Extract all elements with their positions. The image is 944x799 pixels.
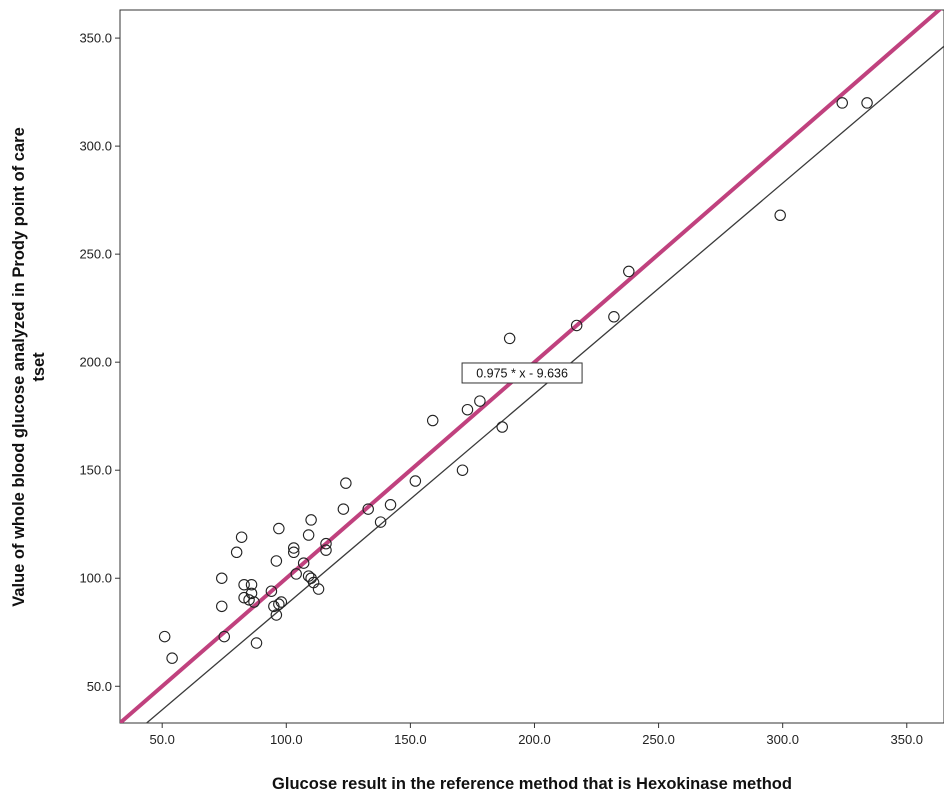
data-point <box>426 414 439 427</box>
data-point <box>320 537 332 550</box>
y-tick-label: 50.0 <box>87 679 112 694</box>
fit-equation-annotation: 0.975 * x - 9.636 <box>461 362 583 384</box>
data-point <box>608 311 620 323</box>
data-point <box>305 514 317 526</box>
data-point <box>270 609 283 621</box>
data-point <box>287 542 300 554</box>
data-point <box>302 529 315 541</box>
data-point <box>570 319 583 332</box>
x-tick-label: 100.0 <box>270 732 303 747</box>
data-point <box>836 97 848 109</box>
data-point <box>374 516 387 528</box>
data-point <box>245 587 258 600</box>
y-axis: 50.0 100.0 150.0 200.0 250.0 300.0 350.0 <box>79 31 120 694</box>
x-tick-label: 200.0 <box>518 732 551 747</box>
y-axis-title-line2: tset <box>30 352 48 382</box>
data-point <box>216 572 228 584</box>
y-tick-label: 100.0 <box>79 571 112 586</box>
data-point <box>496 421 508 433</box>
data-point <box>158 630 171 643</box>
x-tick-label: 50.0 <box>150 732 175 747</box>
data-point <box>250 637 263 649</box>
data-point <box>861 97 873 109</box>
x-axis: 50.0 100.0 150.0 200.0 250.0 300.0 350.0 <box>150 723 923 747</box>
annotation-text: 0.975 * x - 9.636 <box>476 366 568 380</box>
data-point <box>275 596 288 608</box>
data-point <box>337 503 350 515</box>
data-point <box>409 475 422 487</box>
data-point <box>384 499 397 511</box>
data-point <box>297 557 310 569</box>
y-axis-title: Value of whole blood glucose analyzed in… <box>10 127 28 607</box>
data-point <box>273 598 285 610</box>
data-point <box>320 544 332 556</box>
data-point <box>265 585 278 597</box>
x-axis-title: Glucose result in the reference method t… <box>272 775 792 793</box>
y-tick-label: 300.0 <box>79 139 112 154</box>
data-point <box>340 477 352 489</box>
data-point <box>235 531 248 543</box>
data-point <box>218 630 230 643</box>
x-tick-label: 350.0 <box>890 732 923 747</box>
data-point <box>474 395 486 407</box>
data-point <box>362 503 374 515</box>
y-tick-label: 150.0 <box>79 463 112 478</box>
x-tick-label: 250.0 <box>642 732 675 747</box>
data-point <box>216 600 228 613</box>
data-point <box>287 546 300 559</box>
data-point <box>166 652 178 664</box>
y-tick-label: 200.0 <box>79 355 112 370</box>
data-point <box>456 464 469 476</box>
fit-line <box>145 45 944 723</box>
data-point <box>774 209 786 222</box>
x-tick-label: 300.0 <box>766 732 799 747</box>
data-point <box>243 594 255 606</box>
y-tick-label: 350.0 <box>79 31 112 46</box>
data-point <box>290 568 302 580</box>
data-point <box>230 546 243 559</box>
data-point <box>270 555 283 567</box>
data-point <box>245 578 258 591</box>
data-point <box>461 403 474 416</box>
data-point <box>248 596 260 608</box>
x-tick-label: 150.0 <box>394 732 427 747</box>
data-points <box>158 97 873 664</box>
annotation-box <box>461 362 583 384</box>
y-tick-label: 250.0 <box>79 247 112 262</box>
data-point <box>238 578 250 591</box>
data-point <box>503 332 516 345</box>
data-point <box>623 265 635 278</box>
data-point <box>273 522 285 535</box>
data-point <box>312 583 325 595</box>
